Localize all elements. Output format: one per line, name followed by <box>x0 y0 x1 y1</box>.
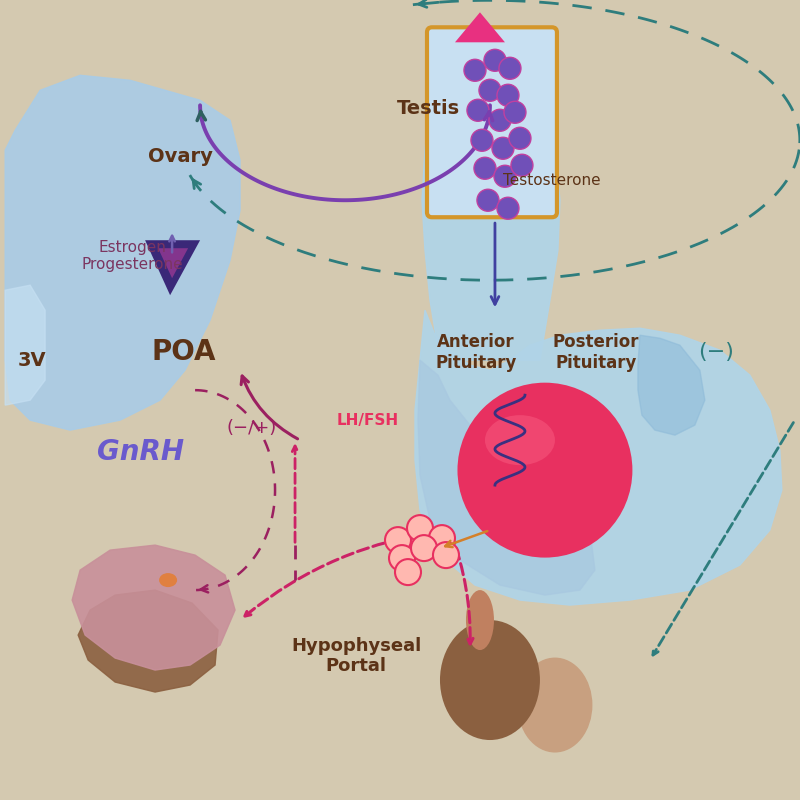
Ellipse shape <box>511 154 533 176</box>
Polygon shape <box>72 545 235 670</box>
Ellipse shape <box>518 658 593 753</box>
Ellipse shape <box>458 382 633 558</box>
Ellipse shape <box>395 559 421 585</box>
Polygon shape <box>158 248 188 278</box>
Polygon shape <box>415 310 782 605</box>
Text: LH/FSH: LH/FSH <box>337 413 399 428</box>
Ellipse shape <box>489 110 511 131</box>
Ellipse shape <box>509 127 531 150</box>
Text: Testis: Testis <box>397 98 459 118</box>
Text: GnRH: GnRH <box>97 438 184 466</box>
Ellipse shape <box>484 50 506 71</box>
Text: Anterior
Pituitary: Anterior Pituitary <box>435 333 517 371</box>
Polygon shape <box>5 286 45 405</box>
Ellipse shape <box>497 198 519 219</box>
Polygon shape <box>418 360 595 595</box>
Ellipse shape <box>407 515 433 541</box>
Text: 3V: 3V <box>18 350 46 370</box>
Text: Testosterone: Testosterone <box>503 173 601 188</box>
Ellipse shape <box>492 138 514 159</box>
Polygon shape <box>145 240 200 295</box>
Ellipse shape <box>411 535 437 561</box>
Text: Ovary: Ovary <box>148 146 213 166</box>
Ellipse shape <box>497 84 519 106</box>
Polygon shape <box>78 590 218 692</box>
Ellipse shape <box>504 102 526 123</box>
Ellipse shape <box>385 527 411 553</box>
Text: (−): (−) <box>698 342 734 362</box>
Polygon shape <box>638 335 705 435</box>
FancyBboxPatch shape <box>427 27 557 218</box>
Ellipse shape <box>471 130 493 151</box>
Polygon shape <box>455 12 505 42</box>
Text: POA: POA <box>152 338 216 366</box>
Ellipse shape <box>477 190 499 211</box>
Ellipse shape <box>464 59 486 82</box>
Ellipse shape <box>494 166 516 187</box>
Ellipse shape <box>485 415 555 465</box>
Ellipse shape <box>466 590 494 650</box>
Polygon shape <box>5 75 240 430</box>
Ellipse shape <box>159 573 177 587</box>
Ellipse shape <box>474 158 496 179</box>
Ellipse shape <box>429 525 455 551</box>
Ellipse shape <box>467 99 489 122</box>
Text: Posterior
Pituitary: Posterior Pituitary <box>553 333 639 371</box>
Ellipse shape <box>479 79 501 102</box>
Ellipse shape <box>389 545 415 571</box>
Text: Hypophyseal
Portal: Hypophyseal Portal <box>291 637 421 675</box>
Text: (−/+): (−/+) <box>227 419 277 437</box>
Ellipse shape <box>433 542 459 568</box>
Ellipse shape <box>440 620 540 740</box>
Polygon shape <box>422 26 560 360</box>
Text: Estrogen
Progesterone: Estrogen Progesterone <box>82 240 183 273</box>
Ellipse shape <box>499 58 521 79</box>
